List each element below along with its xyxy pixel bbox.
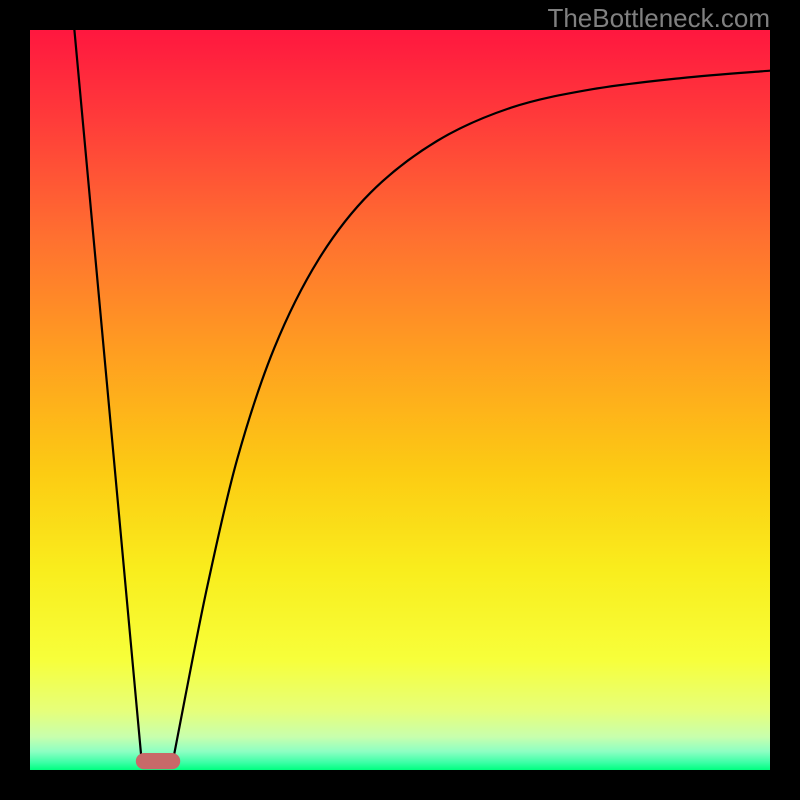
optimum-marker <box>136 753 180 769</box>
watermark-text: TheBottleneck.com <box>547 3 770 34</box>
plot-area <box>30 30 770 770</box>
chart-container: TheBottleneck.com <box>0 0 800 800</box>
bottleneck-chart <box>0 0 800 800</box>
